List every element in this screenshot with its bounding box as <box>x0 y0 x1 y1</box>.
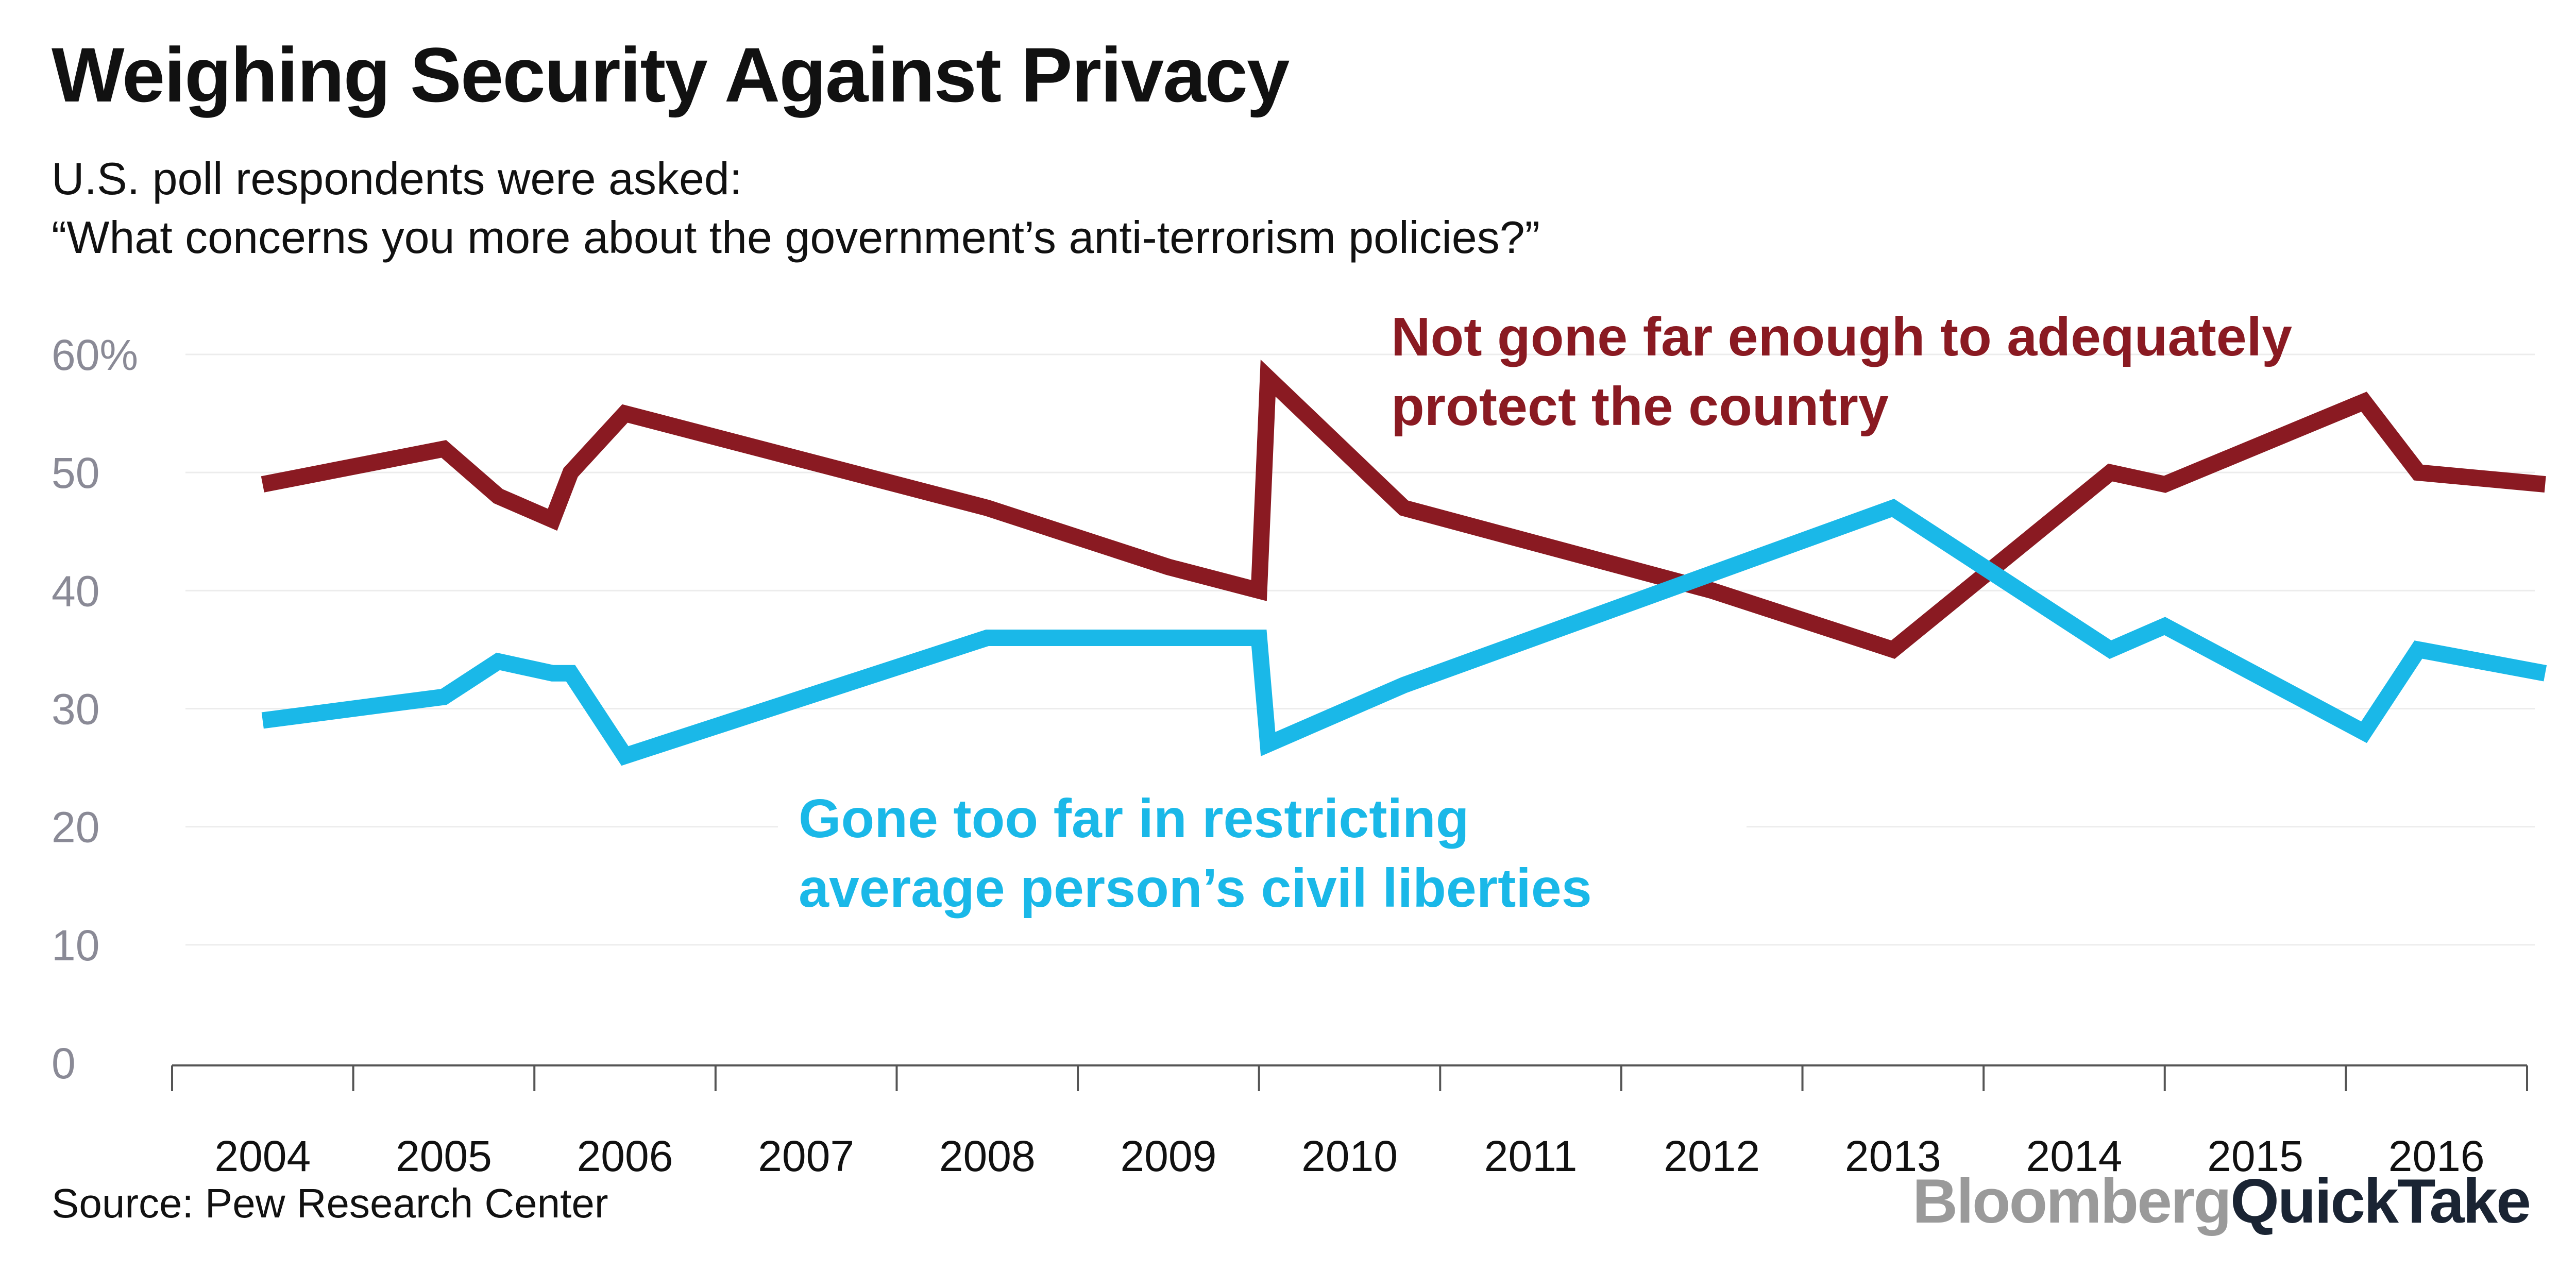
logo-product: QuickTake <box>2230 1166 2531 1236</box>
x-tick-label: 2006 <box>577 1132 673 1180</box>
subtitle-line-2: “What concerns you more about the govern… <box>52 212 1540 263</box>
series-label-not-far-enough-line: protect the country <box>1391 376 1889 437</box>
x-tick-label: 2012 <box>1664 1132 1760 1180</box>
y-tick-label: 0 <box>52 1039 76 1088</box>
x-tick-label: 2007 <box>758 1132 854 1180</box>
x-tick-label: 2008 <box>939 1132 1036 1180</box>
series-label-background <box>778 770 1747 940</box>
y-tick-label: 10 <box>52 921 99 970</box>
series-label-not-far-enough-line: Not gone far enough to adequately <box>1391 307 2292 367</box>
series-label-gone-too-far-line: average person’s civil liberties <box>799 858 1592 919</box>
y-tick-label: 20 <box>52 803 99 852</box>
source-note: Source: Pew Research Center <box>52 1180 608 1226</box>
x-tick-label: 2009 <box>1120 1132 1216 1180</box>
y-tick-label: 30 <box>52 685 99 734</box>
series-line-gone-too-far <box>261 499 2547 766</box>
chart-subtitle: U.S. poll respondents were asked: “What … <box>52 149 1540 267</box>
x-tick-label: 2014 <box>2026 1132 2123 1180</box>
x-tick-label: 2015 <box>2207 1132 2303 1180</box>
x-tick-label: 2004 <box>214 1132 311 1180</box>
x-tick-label: 2016 <box>2388 1132 2485 1180</box>
x-tick-label: 2010 <box>1301 1132 1398 1180</box>
y-tick-label: 50 <box>52 449 99 497</box>
y-tick-label: 60% <box>52 331 138 379</box>
bloomberg-quicktake-logo: BloombergQuickTake <box>1912 1170 2531 1232</box>
y-tick-label: 40 <box>52 567 99 615</box>
x-tick-label: 2011 <box>1484 1132 1578 1180</box>
x-tick-label: 2013 <box>1845 1132 1941 1180</box>
x-tick-label: 2005 <box>396 1132 492 1180</box>
logo-brand: Bloomberg <box>1912 1166 2232 1236</box>
chart-title: Weighing Security Against Privacy <box>52 31 1290 118</box>
series-label-gone-too-far-line: Gone too far in restricting <box>799 788 1469 849</box>
subtitle-line-1: U.S. poll respondents were asked: <box>52 153 742 204</box>
series-line-not-far-enough <box>261 359 2546 659</box>
